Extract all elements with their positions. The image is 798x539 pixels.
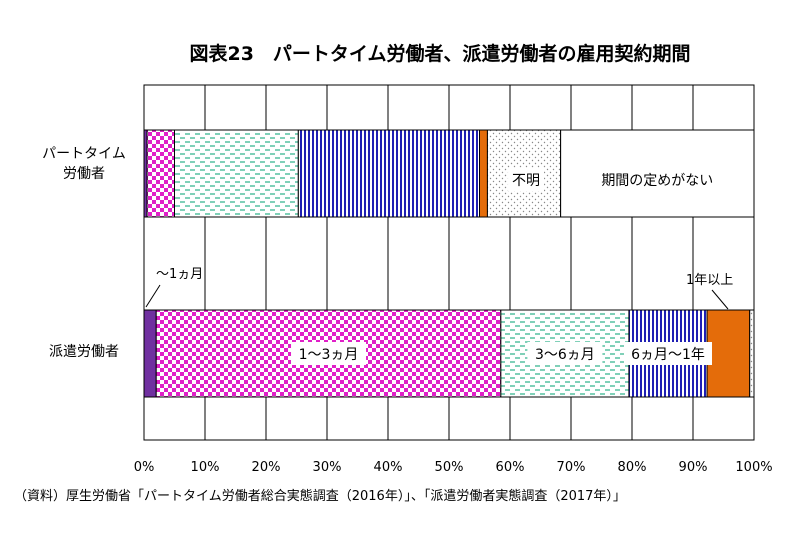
bar-segment	[143, 309, 157, 398]
x-tick-label: 50%	[435, 460, 464, 475]
in-bar-label-bg	[508, 168, 545, 191]
bar-segment	[146, 129, 176, 218]
in-bar-label: 不明	[512, 173, 540, 189]
x-tick-label: 0%	[134, 460, 155, 475]
callout-leader-1y	[711, 289, 729, 310]
source-note: （資料）厚生労働省「パートタイム労働者総合実態調査（2016年）」、「派遣労働者…	[14, 488, 626, 504]
x-tick-labels: 0% 10% 20% 30% 40% 50% 60% 70% 80% 90% 100%	[134, 460, 773, 475]
callout-label-1m: ～1ヵ月	[156, 267, 203, 282]
x-tick-label: 70%	[557, 460, 586, 475]
callout-label-1y: 1年以上	[686, 273, 733, 288]
x-tick-label: 100%	[735, 460, 772, 475]
x-tick-label: 10%	[191, 460, 220, 475]
in-bar-label: 期間の定めがない	[601, 173, 713, 189]
in-bar-label: 6ヵ月～1年	[631, 347, 705, 363]
in-bar-label-bg	[527, 342, 603, 365]
in-bar-label: 1～3ヵ月	[299, 347, 359, 363]
x-tick-label: 80%	[618, 460, 647, 475]
in-bar-label: 3～6ヵ月	[535, 347, 595, 363]
category-label: 派遣労働者	[49, 344, 119, 360]
x-tick-label: 60%	[496, 460, 525, 475]
bar-segment	[479, 129, 488, 218]
bar-segment	[749, 309, 755, 398]
bar-segment	[297, 129, 480, 218]
x-tick-label: 90%	[679, 460, 708, 475]
in-bar-label-bg	[623, 342, 712, 365]
x-tick-label: 30%	[313, 460, 342, 475]
chart-title: 図表23 パートタイム労働者、派遣労働者の雇用契約期間	[189, 42, 690, 65]
x-tick-label: 20%	[252, 460, 281, 475]
in-bar-label-bg	[600, 168, 715, 191]
in-bar-labels: 不明 期間の定めがない 1～3ヵ月 3～6ヵ月 6ヵ月～1年	[291, 168, 715, 365]
callout-leader-1m	[145, 284, 161, 308]
category-label: パートタイム労働者	[42, 146, 126, 182]
in-bar-label-bg	[291, 342, 367, 365]
bar-segment	[706, 309, 751, 398]
x-tick-label: 40%	[374, 460, 403, 475]
bar-segment	[174, 129, 299, 218]
